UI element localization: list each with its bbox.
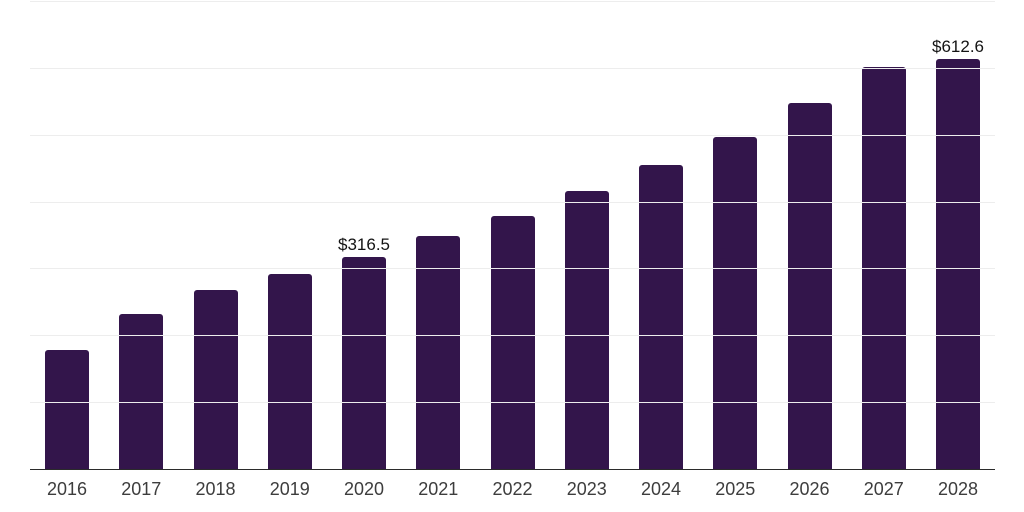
x-axis-label-2026: 2026 [789,479,830,499]
bar-group-2027 [861,67,906,469]
bar-group-2026 [787,103,832,469]
bar-2028 [936,59,980,469]
bar-series: $316.5 $612.6 [30,1,995,469]
bar-2016 [45,350,89,469]
x-axis-label-2017: 2017 [121,479,162,499]
x-axis-label-2027: 2027 [863,479,904,499]
x-axis-label-2019: 2019 [269,479,310,499]
gridline-600 [30,67,995,69]
bar-2019 [267,273,312,469]
bar-group-2028: $612.6 [932,38,984,469]
value-label-2020: $316.5 [338,235,390,255]
bar-group-2023 [564,191,609,469]
bar-2024 [639,165,683,469]
gridline-100 [30,402,995,404]
bar-2023 [564,191,609,469]
x-axis-label-2022: 2022 [492,479,533,499]
bar-2021 [416,236,461,469]
bar-2026 [787,103,832,469]
x-axis-label-2021: 2021 [418,479,459,499]
x-axis-label-2016: 2016 [46,479,88,499]
bar-2020 [342,257,386,469]
bar-group-2025 [713,137,758,469]
bar-group-2019 [267,273,312,469]
bar-2027 [861,67,906,469]
x-axis-label-2020: 2020 [343,479,385,499]
gridline-200 [30,335,995,337]
bar-group-2022 [490,216,535,469]
x-axis-labels: 2016 2017 2018 2019 2020 2021 2022 2023 2024 2025… [30,478,995,500]
gridline-300 [30,268,995,270]
x-axis-label-2025: 2025 [715,479,756,499]
bar-2017 [119,313,164,469]
bar-2018 [193,289,238,469]
bar-group-2017 [119,313,164,469]
plot-area: $316.5 $612.6 [30,1,995,470]
bar-group-2016 [45,350,89,469]
gridline-500 [30,134,995,136]
bar-group-2021 [416,236,461,469]
bar-2025 [713,137,758,469]
bar-group-2024 [639,165,683,469]
value-label-2028: $612.6 [932,37,984,57]
gridline-700 [30,1,995,2]
bar-group-2020: $316.5 [338,236,390,469]
x-axis-label-2028: 2028 [937,479,979,499]
x-axis-label-2018: 2018 [195,479,236,499]
bar-2022 [490,216,535,469]
x-axis-label-2024: 2024 [640,479,682,499]
gridline-400 [30,201,995,203]
bar-group-2018 [193,289,238,469]
x-axis-label-2023: 2023 [566,479,607,499]
